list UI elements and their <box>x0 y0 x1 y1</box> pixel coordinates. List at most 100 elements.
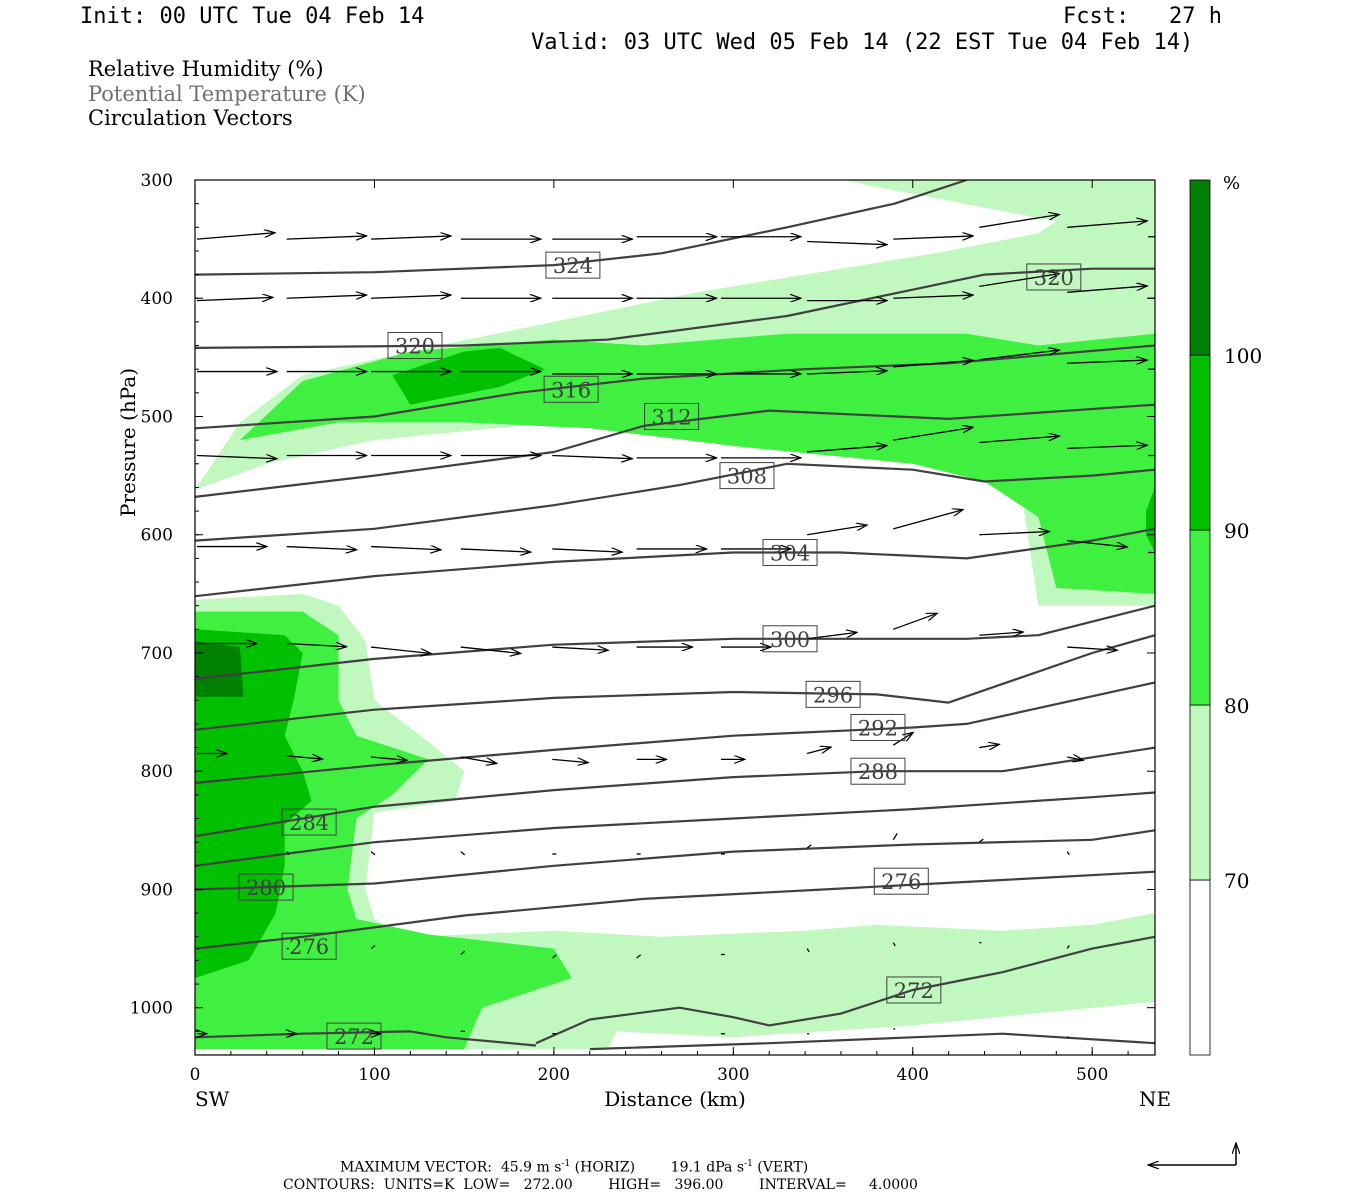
theta-contour-280 <box>195 829 1155 891</box>
circulation-vector <box>1067 221 1147 228</box>
colorbar-segment <box>1189 529 1211 706</box>
circulation-vector <box>371 236 451 239</box>
init-time: Init: 00 UTC Tue 04 Feb 14 <box>80 4 425 29</box>
x-tick-label: 300 <box>717 1065 749 1085</box>
theta-label: 296 <box>805 680 861 708</box>
theta-label-box <box>719 462 775 490</box>
y-tick-label: 700 <box>141 644 173 664</box>
circulation-vector <box>1067 539 1127 547</box>
theta-label: 300 <box>762 625 818 653</box>
circulation-vector <box>807 446 887 453</box>
y-tick-label: 800 <box>141 762 173 782</box>
theta-label-box <box>543 375 599 403</box>
theta-contour-324 <box>195 180 967 276</box>
circulation-vector <box>1067 647 1117 650</box>
colorbar: 70 80 90 100% <box>1189 173 1262 1056</box>
theta-label-box <box>850 757 906 785</box>
circulation-vector <box>552 456 632 459</box>
theta-label-box <box>281 932 337 960</box>
rh-region-90 <box>392 347 545 405</box>
circulation-vector <box>979 532 1049 535</box>
theta-label: 320 <box>1026 263 1082 291</box>
theta-label-box <box>281 808 337 836</box>
colorbar-level-label: 100 <box>1224 344 1262 368</box>
circulation-vector <box>893 295 973 298</box>
theta-label-text: 292 <box>858 716 898 740</box>
colorbar-level-label: 80 <box>1224 694 1249 718</box>
theta-label-text: 276 <box>881 870 921 894</box>
circulation-vector <box>460 756 497 763</box>
x-axis-label: Distance (km) <box>604 1087 746 1111</box>
y-tick-label: 900 <box>141 880 173 900</box>
circulation-vector <box>552 759 588 762</box>
circulation-vector <box>806 525 867 536</box>
x-tick-label: 0 <box>190 1065 201 1085</box>
theta-label: 272 <box>326 1022 382 1050</box>
circulation-vector <box>286 756 323 759</box>
circulation-vector <box>806 747 831 755</box>
forecast-hour: Fcst: 27 h <box>1063 4 1222 29</box>
circulation-vector <box>370 646 431 653</box>
circulation-vector <box>892 942 896 947</box>
circulation-vector <box>286 851 290 856</box>
rh-region-80 <box>195 611 572 1050</box>
theta-label: 292 <box>850 713 906 741</box>
theta-label-box <box>545 251 601 279</box>
colorbar-unit: % <box>1223 173 1240 194</box>
axes-layer: 300 400 500 600 700 800 900 1000 0 100 200 300 400 50… <box>116 171 1171 1111</box>
circulation-vector <box>807 632 857 640</box>
theta-label-box <box>644 402 700 430</box>
circulation-vector <box>1067 360 1147 363</box>
circulation-vector <box>370 851 376 856</box>
circulation-vector <box>370 757 407 760</box>
circulation-vector <box>1066 851 1070 856</box>
y-tick-label: 400 <box>141 289 173 309</box>
circulation-vector <box>806 948 810 953</box>
theta-label: 276 <box>281 932 337 960</box>
theta-label-box <box>387 332 443 360</box>
field-circulation-vectors: Circulation Vectors <box>88 106 293 130</box>
theta-contour-308 <box>195 462 1155 542</box>
theta-label-text: 272 <box>334 1025 374 1049</box>
colorbar-segment <box>1189 704 1211 881</box>
circulation-vector <box>286 644 347 647</box>
rh-region-90 <box>1146 487 1155 553</box>
circulation-vector <box>460 950 466 956</box>
ne-label: NE <box>1139 1087 1171 1111</box>
theta-label-text: 308 <box>727 465 767 489</box>
y-tick-label: 600 <box>141 526 173 546</box>
theta-label-text: 316 <box>551 378 591 402</box>
theta-contour-288 <box>195 746 1155 838</box>
circulation-vector <box>806 844 812 849</box>
circulation-vector <box>807 241 887 244</box>
x-tick-label: 500 <box>1076 1065 1108 1085</box>
theta-label-box <box>1026 263 1082 291</box>
theta-contour-272 <box>195 1030 537 1047</box>
plot-frame <box>194 179 1156 1056</box>
theta-contour-292 <box>195 681 1155 785</box>
theta-label-box <box>805 680 861 708</box>
colorbar-level-label: 70 <box>1224 869 1249 893</box>
theta-label: 324 <box>545 251 601 279</box>
circulation-vector <box>1067 286 1147 293</box>
circulation-vector <box>979 436 1059 444</box>
circulation-vector <box>893 510 963 530</box>
circulation-vector <box>892 732 913 746</box>
theta-label: 308 <box>719 462 775 490</box>
circulation-vector <box>1066 945 1070 949</box>
rh-region-80 <box>239 333 1155 594</box>
theta-label-box <box>850 713 906 741</box>
theta-label-text: 284 <box>289 811 329 835</box>
theta-label-text: 312 <box>652 405 692 429</box>
circulation-vector <box>979 744 999 747</box>
field-relative-humidity: Relative Humidity (%) <box>88 57 324 81</box>
circulation-vector <box>893 427 973 441</box>
circulation-vector <box>552 549 622 552</box>
circulation-vector <box>979 214 1059 228</box>
theta-label-text: 276 <box>289 935 329 959</box>
circulation-vector <box>460 646 521 653</box>
theta-label-box <box>762 538 818 566</box>
rh-region-70 <box>195 593 1155 1050</box>
